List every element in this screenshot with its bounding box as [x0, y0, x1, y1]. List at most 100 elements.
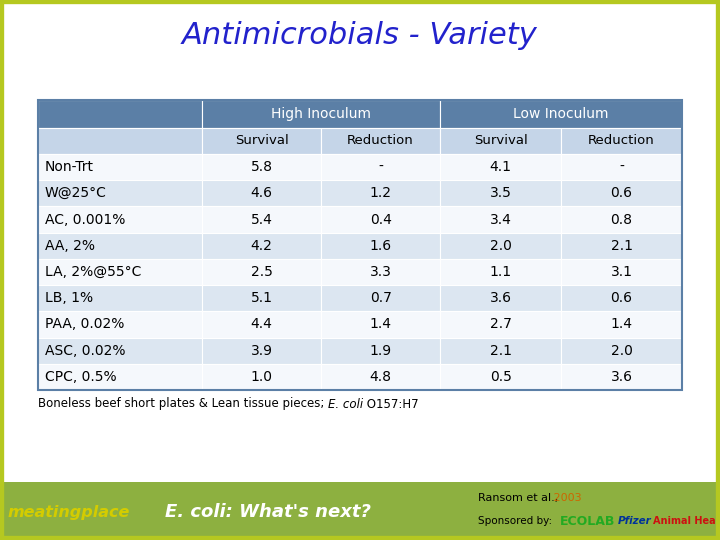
Bar — [202, 100, 440, 128]
Bar — [321, 206, 440, 233]
Text: 1.4: 1.4 — [611, 318, 633, 332]
Bar — [202, 259, 321, 285]
Text: 0.5: 0.5 — [490, 370, 511, 384]
Text: AC, 0.001%: AC, 0.001% — [45, 213, 125, 227]
Bar — [321, 364, 440, 390]
Text: 2.1: 2.1 — [611, 239, 633, 253]
Bar — [440, 312, 561, 338]
Text: 4.1: 4.1 — [490, 160, 512, 174]
Text: 3.6: 3.6 — [490, 291, 512, 305]
Text: Animal Health: Animal Health — [653, 516, 720, 526]
Text: ASC, 0.02%: ASC, 0.02% — [45, 343, 125, 357]
Bar — [38, 100, 682, 390]
Bar — [561, 259, 682, 285]
Bar — [561, 364, 682, 390]
Text: 1.4: 1.4 — [369, 318, 392, 332]
Bar — [440, 206, 561, 233]
Bar — [440, 233, 561, 259]
Text: 1.1: 1.1 — [490, 265, 512, 279]
Bar — [38, 338, 202, 364]
Text: 4.4: 4.4 — [251, 318, 272, 332]
Text: 3.9: 3.9 — [251, 343, 273, 357]
Text: E. coli: E. coli — [328, 397, 364, 410]
Bar — [202, 338, 321, 364]
Bar — [561, 180, 682, 206]
Text: meatingplace: meatingplace — [8, 505, 130, 519]
Text: W@25°C: W@25°C — [45, 186, 107, 200]
Text: 5.4: 5.4 — [251, 213, 272, 227]
Bar — [440, 259, 561, 285]
Text: LB, 1%: LB, 1% — [45, 291, 93, 305]
Text: PAA, 0.02%: PAA, 0.02% — [45, 318, 125, 332]
Text: Boneless beef short plates & Lean tissue pieces;: Boneless beef short plates & Lean tissue… — [38, 397, 328, 410]
Bar — [561, 206, 682, 233]
Text: ECOLAB: ECOLAB — [560, 515, 616, 528]
Text: Sponsored by:: Sponsored by: — [478, 516, 552, 526]
Bar — [440, 154, 561, 180]
Text: 5.8: 5.8 — [251, 160, 273, 174]
Bar — [202, 285, 321, 312]
Text: 2.0: 2.0 — [490, 239, 511, 253]
Text: 1.6: 1.6 — [369, 239, 392, 253]
Text: Low Inoculum: Low Inoculum — [513, 107, 609, 121]
Bar — [440, 100, 682, 128]
Text: 1.2: 1.2 — [369, 186, 392, 200]
Text: 0.7: 0.7 — [369, 291, 392, 305]
Bar — [38, 364, 202, 390]
Bar — [38, 180, 202, 206]
Text: High Inoculum: High Inoculum — [271, 107, 371, 121]
Text: 0.6: 0.6 — [611, 291, 633, 305]
Bar — [38, 154, 202, 180]
Text: 4.8: 4.8 — [369, 370, 392, 384]
Text: CPC, 0.5%: CPC, 0.5% — [45, 370, 117, 384]
Text: 2.5: 2.5 — [251, 265, 272, 279]
Bar — [440, 180, 561, 206]
Bar — [38, 259, 202, 285]
Text: 0.8: 0.8 — [611, 213, 633, 227]
Text: 2.1: 2.1 — [490, 343, 512, 357]
Bar — [561, 285, 682, 312]
Text: Non-Trt: Non-Trt — [45, 160, 94, 174]
Text: 1.9: 1.9 — [369, 343, 392, 357]
Text: -: - — [619, 160, 624, 174]
Text: 0.4: 0.4 — [369, 213, 392, 227]
Bar — [38, 312, 202, 338]
Text: AA, 2%: AA, 2% — [45, 239, 95, 253]
Text: 3.1: 3.1 — [611, 265, 633, 279]
Text: Ransom et al.,: Ransom et al., — [478, 493, 558, 503]
Text: 4.2: 4.2 — [251, 239, 272, 253]
Text: O157:H7: O157:H7 — [364, 397, 419, 410]
Bar — [202, 312, 321, 338]
Bar — [321, 128, 440, 154]
Text: 2.7: 2.7 — [490, 318, 511, 332]
Bar — [561, 128, 682, 154]
Bar — [321, 338, 440, 364]
Bar — [202, 180, 321, 206]
Bar — [0, 482, 720, 540]
Bar — [202, 364, 321, 390]
Text: E. coli: What's next?: E. coli: What's next? — [165, 503, 371, 521]
Bar — [561, 154, 682, 180]
Bar — [38, 285, 202, 312]
Bar — [38, 206, 202, 233]
Text: 3.5: 3.5 — [490, 186, 511, 200]
Bar — [38, 100, 202, 128]
Text: Reduction: Reduction — [347, 134, 414, 147]
Text: 2003: 2003 — [550, 493, 582, 503]
Bar — [440, 285, 561, 312]
Text: Reduction: Reduction — [588, 134, 655, 147]
Bar — [202, 233, 321, 259]
Text: Survival: Survival — [235, 134, 289, 147]
Bar — [440, 128, 561, 154]
Bar — [561, 338, 682, 364]
Text: 5.1: 5.1 — [251, 291, 273, 305]
Text: -: - — [378, 160, 383, 174]
Text: 2.0: 2.0 — [611, 343, 632, 357]
Bar — [202, 154, 321, 180]
Bar — [202, 206, 321, 233]
Bar — [561, 312, 682, 338]
Bar — [321, 233, 440, 259]
Text: 3.3: 3.3 — [369, 265, 392, 279]
Text: 1.0: 1.0 — [251, 370, 273, 384]
Text: LA, 2%@55°C: LA, 2%@55°C — [45, 265, 141, 279]
